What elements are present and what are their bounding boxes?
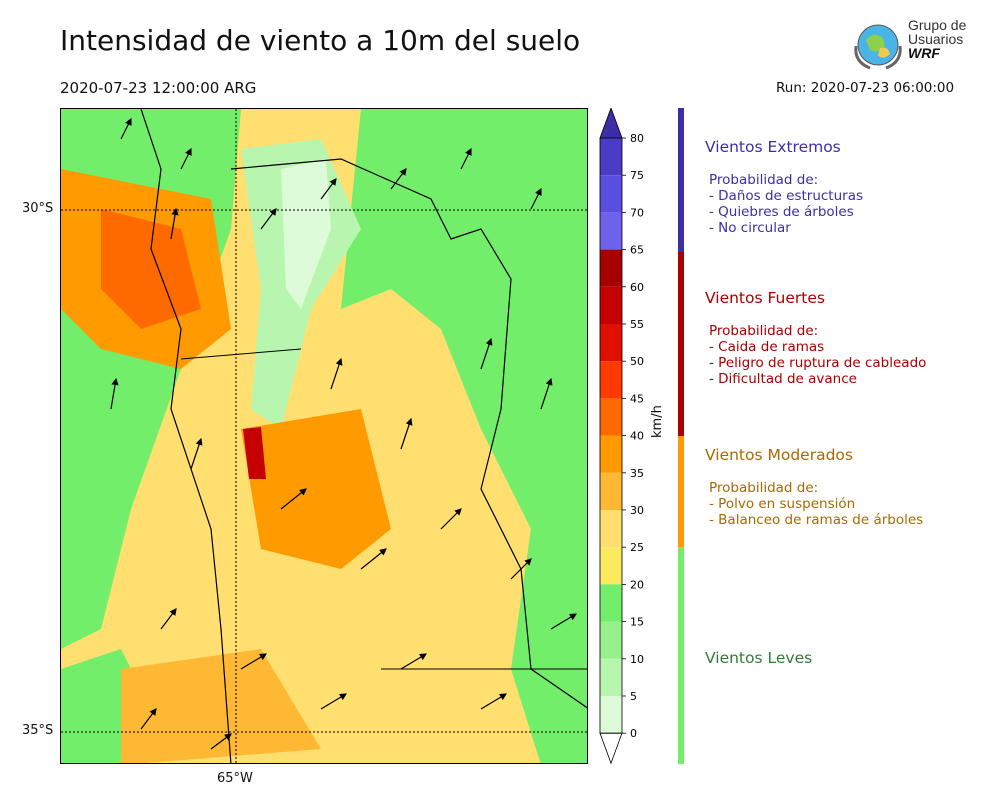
wind-map-svg: [61, 109, 587, 763]
desc-line: - Peligro de ruptura de cableado: [709, 355, 927, 371]
moderate-wind-region-central: [241, 409, 391, 569]
colorbar-tick-label: 35: [630, 467, 644, 480]
category-title-light: Vientos Leves: [705, 649, 813, 667]
colorbar-segment: [600, 249, 622, 287]
colorbar-tick-label: 65: [630, 244, 644, 257]
strong-wind-spot: [243, 427, 266, 479]
category-title-moderate: Vientos Moderados: [705, 446, 853, 464]
colorbar-segment: [600, 398, 622, 436]
category-bar-strong: [678, 252, 684, 436]
colorbar-segment: [600, 621, 622, 659]
desc-line: - Daños de estructuras: [709, 188, 864, 204]
light-wind-region-east: [341, 109, 587, 763]
category-title-extreme: Vientos Extremos: [705, 138, 841, 156]
desc-line: - Caida de ramas: [709, 339, 825, 355]
desc-line: - Polvo en suspensión: [709, 496, 856, 512]
colorbar-segment: [600, 547, 622, 585]
colorbar-tick-label: 20: [630, 578, 644, 591]
wind-map: [60, 108, 588, 764]
colorbar-top-arrow: [599, 106, 623, 139]
logo-text: Grupo de Usuarios WRF: [908, 18, 966, 60]
colorbar-tick-label: 30: [630, 504, 644, 517]
desc-line: - Quiebres de árboles: [709, 204, 854, 220]
colorbar-segment: [600, 175, 622, 213]
category-desc-moderate: Probabilidad de: - Polvo en suspensión -…: [709, 480, 923, 528]
desc-line: - Balanceo de ramas de árboles: [709, 512, 924, 528]
lat-label-35s: 35°S: [22, 723, 54, 738]
strong-wind-core-north: [101, 209, 201, 329]
colorbar-segment: [600, 510, 622, 548]
colorbar-tick-label: 5: [630, 690, 637, 703]
calm-wind-region: [281, 159, 331, 309]
colorbar-segment: [600, 138, 622, 176]
category-bar-light: [678, 547, 684, 764]
lon-label-65w: 65°W: [217, 771, 253, 786]
colorbar-bottom-arrow: [599, 732, 623, 765]
colorbar-segment: [600, 584, 622, 622]
desc-line: Probabilidad de:: [709, 323, 819, 339]
colorbar-tick-label: 0: [630, 727, 637, 740]
colorbar-unit: km/h: [650, 405, 665, 438]
colorbar-tick-label: 75: [630, 169, 644, 182]
colorbar-tick-label: 60: [630, 281, 644, 294]
lat-label-30s: 30°S: [22, 201, 54, 216]
desc-line: Probabilidad de:: [709, 172, 819, 188]
logo-line-2: Usuarios: [908, 31, 964, 47]
colorbar-tick-label: 15: [630, 616, 644, 629]
colorbar-tick-label: 25: [630, 541, 644, 554]
colorbar-tick-label: 55: [630, 318, 644, 331]
moderate-wind-region-south: [121, 649, 321, 763]
colorbar-segment: [600, 286, 622, 324]
category-bar-extreme: [678, 108, 684, 252]
colorbar-segment: [600, 361, 622, 399]
category-desc-extreme: Probabilidad de: - Daños de estructuras …: [709, 172, 863, 236]
category-bar-moderate: [678, 436, 684, 547]
colorbar-tick-label: 40: [630, 430, 644, 443]
colorbar: 80 75 70 65 60 55 50 45 40 35 30 25 20 15 10 5 0: [598, 106, 658, 768]
colorbar-tick-label: 80: [630, 132, 644, 145]
wrf-users-logo: Grupo de Usuarios WRF: [850, 18, 970, 72]
logo-line-3: WRF: [908, 45, 940, 61]
colorbar-segment: [600, 658, 622, 696]
wind-arrows: [110, 117, 578, 750]
colorbar-tick-label: 50: [630, 355, 644, 368]
logo-line-1: Grupo de: [908, 17, 967, 33]
category-title-strong: Vientos Fuertes: [705, 289, 825, 307]
page-title: Intensidad de viento a 10m del suelo: [60, 24, 581, 57]
colorbar-tick-label: 10: [630, 653, 644, 666]
valid-time: 2020-07-23 12:00:00 ARG: [60, 79, 257, 97]
desc-line: Probabilidad de:: [709, 480, 819, 496]
category-desc-strong: Probabilidad de: - Caida de ramas - Peli…: [709, 323, 926, 387]
globe-icon: [854, 24, 902, 70]
run-time: Run: 2020-07-23 06:00:00: [776, 80, 955, 96]
colorbar-segment: [600, 212, 622, 250]
colorbar-segment: [600, 696, 622, 734]
desc-line: - No circular: [709, 220, 791, 236]
colorbar-segment: [600, 472, 622, 510]
colorbar-tick-label: 70: [630, 206, 644, 219]
desc-line: - Dificultad de avance: [709, 371, 857, 387]
colorbar-tick-label: 45: [630, 392, 644, 405]
colorbar-segment: [600, 324, 622, 362]
colorbar-segment: [600, 435, 622, 473]
